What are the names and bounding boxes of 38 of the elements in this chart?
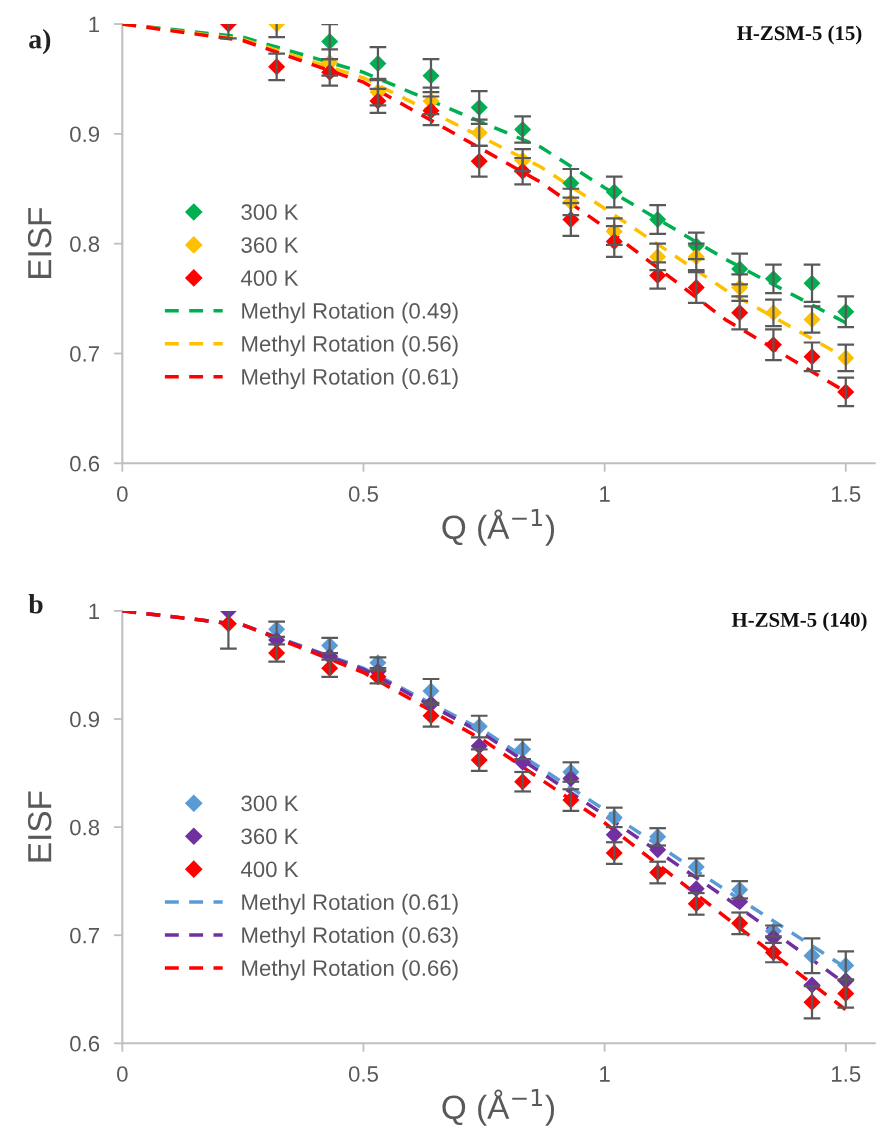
y-axis-title: EISF — [27, 207, 52, 278]
x-tick-label: 1 — [600, 486, 610, 502]
x-tick-label: 0 — [117, 486, 128, 502]
y-tick-label: 0.7 — [70, 927, 99, 944]
y-tick-label: 0.7 — [70, 346, 99, 362]
legend-label: Methyl Rotation (0.56) — [242, 335, 458, 357]
x-tick-label: 0 — [117, 1066, 128, 1082]
y-tick-label: 0.6 — [70, 455, 100, 472]
y-tick-label: 0.9 — [70, 126, 100, 143]
legend-label: 300 K — [241, 204, 299, 221]
legend-label: Methyl Rotation (0.49) — [242, 302, 458, 324]
legend-label: 400 K — [240, 270, 299, 286]
legend-label: Methyl Rotation (0.63) — [242, 926, 458, 948]
y-tick-label: 0.6 — [70, 1035, 100, 1052]
legend-label: Methyl Rotation (0.61) — [242, 893, 458, 915]
x-tick-label: 1.5 — [832, 486, 861, 502]
legend-label: 300 K — [241, 795, 299, 812]
annotation: H-ZSM-5 (140) — [731, 612, 867, 632]
annotation: H-ZSM-5 (15) — [737, 25, 862, 45]
legend-label: Methyl Rotation (0.66) — [242, 959, 458, 981]
x-axis-title: Q (Å$^{−1}$) — [442, 1089, 555, 1126]
legend-label: Methyl Rotation (0.61) — [242, 368, 458, 390]
legend-label: 360 K — [241, 828, 299, 845]
y-axis-title: EISF — [27, 791, 52, 862]
x-tick-label: 1.5 — [832, 1066, 861, 1082]
chart-title: b — [28, 593, 43, 614]
y-tick-label: 1 — [89, 16, 100, 33]
x-tick-label: 0.5 — [348, 1066, 378, 1082]
legend-label: 360 K — [241, 237, 299, 253]
y-tick-label: 0.8 — [70, 819, 100, 836]
chart-title: a) — [29, 29, 51, 55]
y-tick-label: 1 — [89, 603, 100, 619]
x-tick-label: 0.5 — [348, 486, 378, 502]
y-tick-label: 0.8 — [70, 236, 100, 252]
legend-label: 400 K — [240, 861, 299, 878]
y-tick-label: 0.9 — [70, 711, 100, 728]
x-axis-title: Q (Å$^{−1}$) — [442, 509, 555, 546]
x-tick-label: 1 — [600, 1066, 610, 1082]
